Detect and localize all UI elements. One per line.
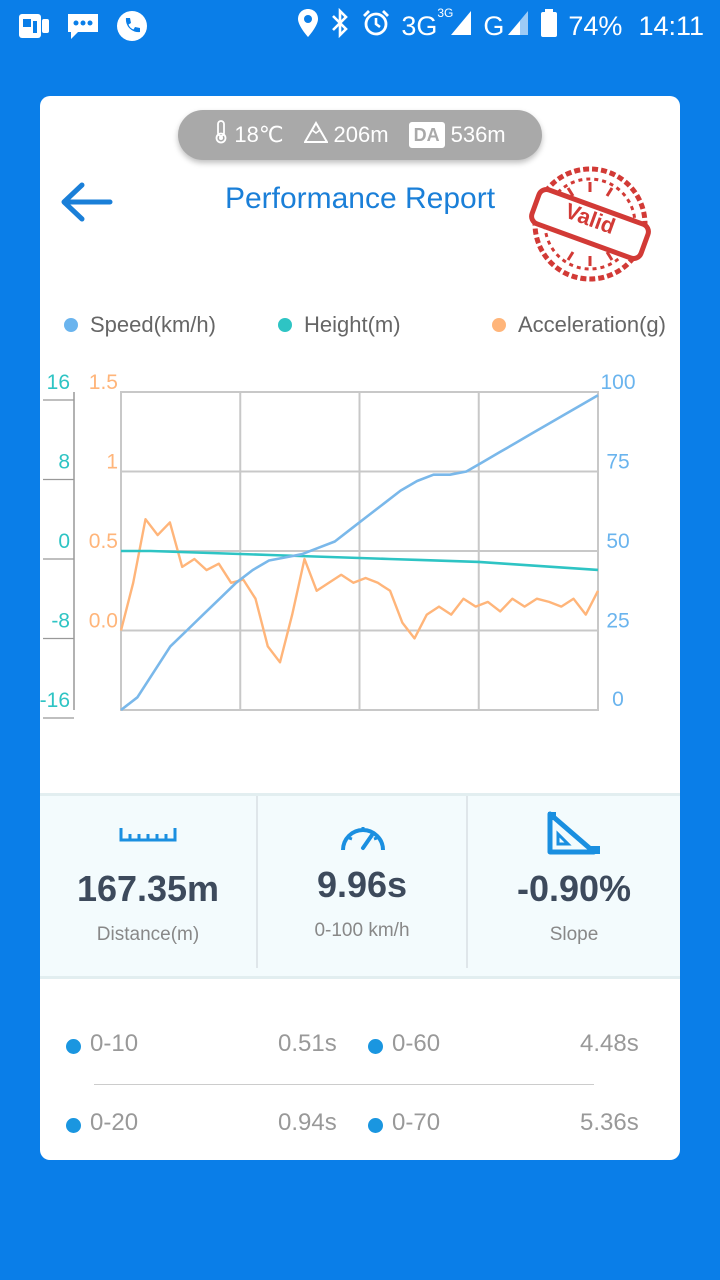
acceleration-tick-label: 0.0 bbox=[89, 610, 118, 633]
legend-label-speed: Speed(km/h) bbox=[90, 312, 216, 337]
network-sup: 3G bbox=[437, 6, 454, 20]
location-icon bbox=[297, 8, 319, 45]
speed-tick-label: 50 bbox=[606, 530, 629, 553]
acceleration-tick-label: 1 bbox=[106, 451, 118, 474]
split-time-0-20: 0.94s bbox=[278, 1109, 337, 1136]
distance-label: Distance(m) bbox=[96, 924, 200, 945]
split-range-0-10: 0-10 bbox=[90, 1030, 139, 1057]
slope-value: -0.90% bbox=[516, 868, 632, 909]
environment-pill: 18℃ 206m DA 536m bbox=[178, 110, 542, 160]
time-dot bbox=[368, 1039, 383, 1054]
metric-slope: -0.90% Slope bbox=[468, 796, 680, 976]
split-time-0-60: 4.48s bbox=[580, 1030, 639, 1057]
battery-icon bbox=[540, 8, 558, 45]
thermometer-icon bbox=[214, 120, 228, 150]
list-divider bbox=[94, 1084, 594, 1085]
legend-dot-height bbox=[278, 318, 292, 332]
height-tick-label: 0 bbox=[58, 530, 70, 553]
height-series-line bbox=[121, 549, 599, 572]
height-tick-label: 8 bbox=[58, 451, 70, 474]
page-title: Performance Report bbox=[224, 182, 496, 215]
mountain-icon bbox=[302, 121, 329, 149]
legend-label-height: Height(m) bbox=[304, 312, 401, 337]
battery-level: 74% bbox=[568, 11, 623, 41]
network-label-2: G bbox=[483, 11, 505, 41]
metric-divider bbox=[466, 796, 468, 968]
legend-item-acceleration: Acceleration(g) bbox=[492, 312, 666, 338]
signal-icon-1 bbox=[449, 9, 473, 44]
sim-card-icon bbox=[18, 11, 50, 46]
density-altitude-badge: DA bbox=[408, 122, 445, 148]
slope-icon bbox=[547, 811, 600, 855]
status-bar: 3G3G G 74% 14:11 bbox=[0, 0, 720, 50]
report-card: 18℃ 206m DA 536m Performance Report bbox=[40, 96, 680, 1160]
legend-dot-speed bbox=[64, 318, 78, 332]
speed-tick-label: 25 bbox=[606, 610, 629, 633]
split-time-0-70: 5.36s bbox=[580, 1109, 639, 1136]
legend-item-speed: Speed(km/h) bbox=[64, 312, 216, 338]
density-altitude-value: 536m bbox=[450, 122, 506, 147]
height-tick-label: -8 bbox=[51, 610, 70, 633]
legend-label-acceleration: Acceleration(g) bbox=[518, 312, 666, 337]
metric-zero-to-hundred: 9.96s 0-100 km/h bbox=[258, 796, 466, 976]
alarm-icon bbox=[361, 8, 391, 45]
clock-time: 14:11 bbox=[638, 11, 704, 41]
valid-stamp: Valid bbox=[528, 162, 652, 286]
ruler-icon bbox=[119, 828, 177, 842]
speed-tick-label: 0 bbox=[612, 688, 624, 711]
split-range-0-60: 0-60 bbox=[392, 1030, 441, 1057]
phone-icon bbox=[116, 10, 148, 47]
legend-item-height: Height(m) bbox=[278, 312, 401, 338]
time-dot bbox=[66, 1039, 81, 1054]
split-range-0-70: 0-70 bbox=[392, 1109, 441, 1136]
acceleration-tick-label: 0.5 bbox=[89, 530, 118, 553]
message-icon bbox=[66, 11, 100, 46]
distance-value: 167.35m bbox=[76, 868, 220, 909]
metric-divider bbox=[256, 796, 258, 968]
split-range-0-20: 0-20 bbox=[90, 1109, 139, 1136]
temperature-value: 18℃ bbox=[234, 122, 284, 147]
speed-tick-label: 75 bbox=[606, 451, 629, 474]
split-time-0-10: 0.51s bbox=[278, 1030, 337, 1057]
back-button[interactable] bbox=[60, 180, 114, 224]
altitude-value: 206m bbox=[333, 122, 389, 147]
network-label-1: 3G3G bbox=[401, 6, 454, 41]
metrics-panel: 167.35m Distance(m) 9.96s 0-100 km/h -0.… bbox=[40, 793, 680, 979]
slope-label: Slope bbox=[549, 924, 599, 945]
signal-icon-2 bbox=[506, 9, 530, 44]
acceleration-series-line bbox=[119, 518, 600, 664]
metric-distance: 167.35m Distance(m) bbox=[40, 796, 256, 976]
legend-dot-acceleration bbox=[492, 318, 506, 332]
time-dot bbox=[368, 1118, 383, 1133]
speed-series-line bbox=[120, 394, 599, 712]
height-tick-label: 16 bbox=[47, 371, 70, 394]
zero-to-hundred-value: 9.96s bbox=[316, 864, 408, 905]
height-tick-label: -16 bbox=[40, 689, 70, 712]
zero-to-hundred-label: 0-100 km/h bbox=[314, 920, 410, 941]
bluetooth-icon bbox=[329, 7, 351, 45]
time-dot bbox=[66, 1118, 81, 1133]
speed-tick-label: 100 bbox=[600, 371, 635, 394]
speedometer-icon bbox=[341, 827, 385, 851]
arrow-left-icon bbox=[61, 182, 113, 222]
performance-chart: 16 8 0 -8 -16 1.5 1 0.5 0.0 100 75 50 25 0 bbox=[40, 371, 636, 719]
acceleration-tick-label: 1.5 bbox=[89, 371, 118, 394]
